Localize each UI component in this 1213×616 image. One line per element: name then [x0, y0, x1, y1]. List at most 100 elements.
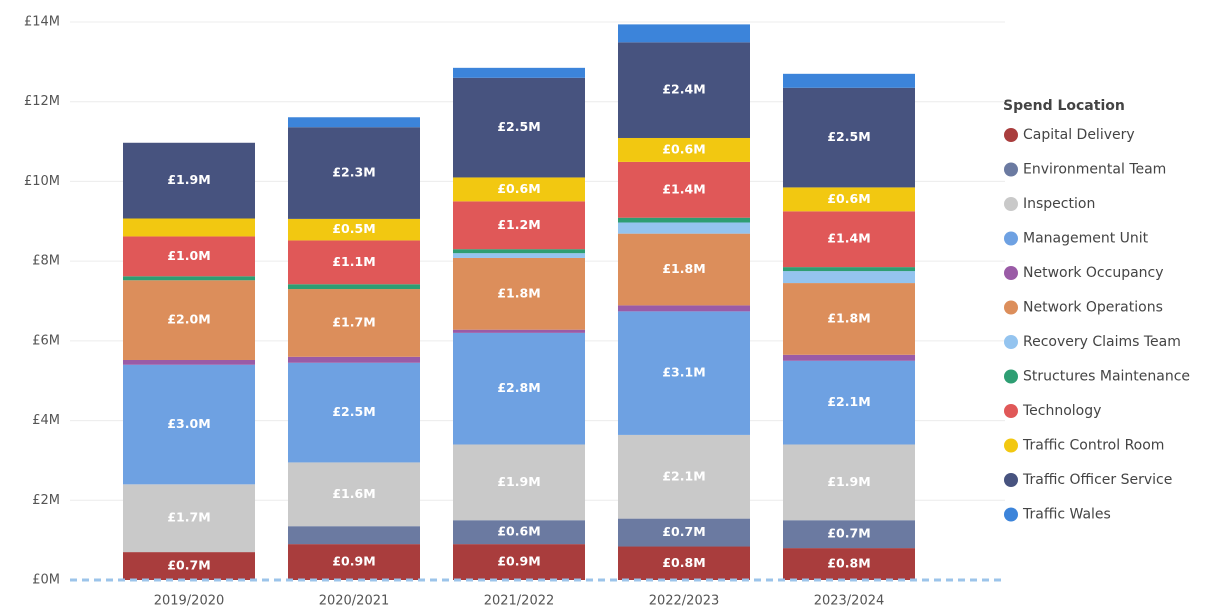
data-label: £0.8M	[662, 555, 705, 570]
data-label: £0.7M	[827, 526, 870, 541]
bar-segment	[123, 236, 255, 277]
legend-title: Spend Location	[1003, 98, 1125, 114]
legend-label: Environmental Team	[1023, 162, 1166, 178]
bar-segment	[618, 546, 750, 580]
bar-segment	[453, 67, 585, 78]
data-label: £1.9M	[167, 172, 210, 187]
data-label: £1.9M	[497, 474, 540, 489]
bar-segment	[783, 354, 915, 361]
bar-segment	[288, 362, 420, 463]
bar-segment	[453, 329, 585, 333]
y-tick-label: £8M	[32, 254, 60, 269]
bar-segment	[618, 24, 750, 43]
bar-segment	[618, 161, 750, 218]
legend-label: Technology	[1022, 403, 1101, 419]
bar-segment	[618, 518, 750, 547]
y-tick-label: £10M	[24, 174, 60, 189]
legend-label: Network Occupancy	[1023, 265, 1164, 281]
bar-segment	[453, 520, 585, 545]
bar-segment	[618, 434, 750, 519]
bar-segment	[618, 42, 750, 138]
data-label: £2.3M	[332, 165, 375, 180]
bar-segment	[288, 356, 420, 363]
data-label: £1.8M	[662, 261, 705, 276]
x-tick-label: 2019/2020	[154, 594, 225, 609]
data-label: £0.5M	[332, 221, 375, 236]
data-label: £0.9M	[332, 554, 375, 569]
bar-segment	[288, 284, 420, 290]
data-label: £2.1M	[662, 468, 705, 483]
bar-segment	[783, 271, 915, 284]
bar-segment	[123, 276, 255, 281]
bar-segment	[783, 187, 915, 212]
data-label: £0.9M	[497, 554, 540, 569]
bar-segment	[288, 544, 420, 580]
bar-segment	[783, 520, 915, 549]
data-label: £2.5M	[332, 404, 375, 419]
legend-label: Recovery Claims Team	[1023, 334, 1181, 350]
legend-swatch	[1004, 128, 1018, 142]
data-label: £1.7M	[167, 510, 210, 525]
bar-segment	[453, 253, 585, 258]
legend-swatch	[1004, 335, 1018, 349]
bar-segment	[783, 548, 915, 580]
bar-segment	[783, 267, 915, 272]
legend-swatch	[1004, 300, 1018, 315]
bar-segment	[783, 87, 915, 188]
bar-segment	[123, 552, 255, 580]
bar-segment	[453, 177, 585, 202]
bar-segment	[618, 137, 750, 162]
y-tick-label: £4M	[32, 413, 60, 428]
bar-segment	[288, 526, 420, 545]
data-label: £1.9M	[827, 474, 870, 489]
data-label: £0.6M	[497, 181, 540, 196]
bar-segment	[618, 217, 750, 223]
bar-segment	[618, 311, 750, 435]
legend-swatch	[1004, 231, 1018, 246]
data-label: £2.4M	[662, 82, 705, 97]
data-label: £0.6M	[662, 141, 705, 156]
bar-segment	[288, 289, 420, 357]
legend-label: Inspection	[1023, 196, 1095, 212]
y-tick-label: £2M	[32, 493, 60, 508]
data-label: £2.0M	[167, 312, 210, 327]
data-label: £1.8M	[827, 310, 870, 325]
bar-segment	[123, 142, 255, 219]
data-label: £1.6M	[332, 486, 375, 501]
bar-segment	[123, 484, 255, 553]
bar-segment	[453, 444, 585, 521]
legend-label: Capital Delivery	[1023, 127, 1135, 143]
legend-swatch	[1004, 369, 1018, 384]
legend-swatch	[1004, 438, 1018, 453]
bar-segment	[453, 201, 585, 250]
legend-swatch	[1004, 507, 1018, 522]
bar-segment	[453, 77, 585, 178]
data-label: £0.7M	[662, 524, 705, 539]
bar-segment	[783, 211, 915, 268]
data-label: £0.8M	[827, 556, 870, 571]
legend-label: Structures Maintenance	[1023, 369, 1190, 385]
bar-segment	[783, 73, 915, 88]
data-label: £0.6M	[497, 524, 540, 539]
x-tick-label: 2023/2024	[814, 594, 885, 609]
bar-segment	[453, 249, 585, 254]
y-tick-label: £6M	[32, 333, 60, 348]
legend-swatch	[1004, 197, 1018, 211]
data-label: £1.8M	[497, 285, 540, 300]
bar-segment	[288, 117, 420, 128]
bar-segment	[618, 305, 750, 312]
legend-label: Management Unit	[1023, 231, 1149, 247]
data-label: £1.0M	[167, 248, 210, 263]
data-label: £3.1M	[662, 365, 705, 380]
bar-segment	[453, 544, 585, 580]
bar-segment	[123, 364, 255, 485]
legend-swatch	[1004, 266, 1018, 280]
data-label: £3.0M	[167, 416, 210, 431]
data-label: £2.1M	[827, 394, 870, 409]
x-tick-label: 2021/2022	[484, 594, 555, 609]
bar-segment	[618, 233, 750, 306]
y-tick-label: £14M	[24, 15, 60, 30]
data-label: £1.2M	[497, 217, 540, 232]
legend-swatch	[1004, 404, 1018, 418]
